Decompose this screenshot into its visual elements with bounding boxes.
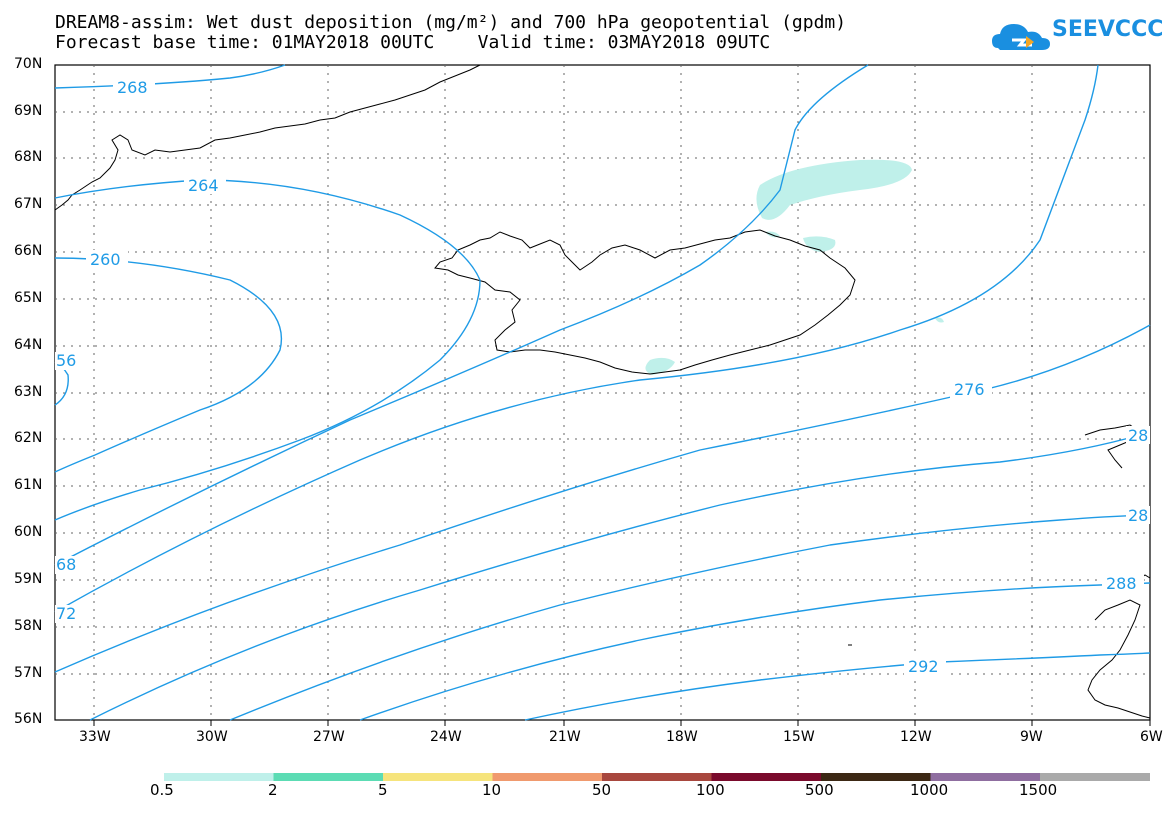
lon-label: 12W (900, 729, 932, 745)
colorbar-swatch (383, 773, 493, 781)
lat-label: 63N (14, 384, 43, 400)
lat-label: 64N (14, 337, 43, 353)
colorbar-label: 5 (378, 781, 388, 799)
contour-label-28a: 28 (1128, 426, 1148, 445)
lat-label: 56N (14, 711, 43, 727)
colorbar-label: 500 (805, 781, 834, 799)
lon-label: 15W (783, 729, 815, 745)
lon-label: 18W (666, 729, 698, 745)
colorbar-label: 50 (592, 781, 612, 799)
lon-label: 33W (79, 729, 111, 745)
lat-label: 58N (14, 618, 43, 634)
lat-label: 59N (14, 571, 43, 587)
contour-labels: 268 264 260 56 68 72 276 28 28 288 292 (55, 78, 1150, 676)
axis-ticks (93, 720, 1151, 726)
lat-label: 62N (14, 430, 43, 446)
map-subtitle: Forecast base time: 01MAY2018 00UTC Vali… (55, 32, 771, 53)
lat-label: 70N (14, 56, 43, 72)
contour-label-288: 288 (1106, 574, 1137, 593)
contour-label-72: 72 (56, 604, 76, 623)
lon-label: 30W (196, 729, 228, 745)
colorbar-label: 100 (696, 781, 725, 799)
colorbar-swatch (492, 773, 603, 781)
lat-label: 57N (14, 665, 43, 681)
contour-label-268: 268 (117, 78, 148, 97)
colorbar-swatch (164, 773, 274, 781)
lon-label: 21W (549, 729, 581, 745)
lon-label: 9W (1020, 729, 1043, 745)
contour-label-276: 276 (954, 380, 985, 399)
colorbar-label: 1000 (910, 781, 949, 799)
colorbar-label: 2 (268, 781, 278, 799)
lat-label: 65N (14, 290, 43, 306)
logo-text: SEEVCCC (1052, 17, 1164, 42)
lat-label: 68N (14, 149, 43, 165)
colorbar-swatch (821, 773, 931, 781)
colorbar-label: 1500 (1019, 781, 1058, 799)
contour-label-28b: 28 (1128, 506, 1148, 525)
lon-label: 24W (430, 729, 462, 745)
lat-label: 69N (14, 103, 43, 119)
contour-label-260: 260 (90, 250, 121, 269)
colorbar-swatch (1040, 773, 1150, 781)
lon-label: 6W (1140, 729, 1163, 745)
colorbar-label: 0.5 (150, 781, 174, 799)
colorbar (164, 773, 1150, 781)
lat-label: 66N (14, 243, 43, 259)
colorbar-swatch (273, 773, 384, 781)
cloud-icon (992, 24, 1050, 50)
lon-label: 27W (313, 729, 345, 745)
colorbar-swatch (711, 773, 822, 781)
lat-label: 60N (14, 524, 43, 540)
colorbar-swatch (930, 773, 1041, 781)
lat-label: 67N (14, 196, 43, 212)
contour-label-68: 68 (56, 555, 76, 574)
contour-label-56: 56 (56, 351, 76, 370)
contour-label-264: 264 (188, 176, 219, 195)
contour-label-292: 292 (908, 657, 939, 676)
map-title: DREAM8-assim: Wet dust deposition (mg/m²… (55, 12, 847, 33)
lat-label: 61N (14, 477, 43, 493)
colorbar-label: 10 (482, 781, 502, 799)
colorbar-swatch (602, 773, 712, 781)
